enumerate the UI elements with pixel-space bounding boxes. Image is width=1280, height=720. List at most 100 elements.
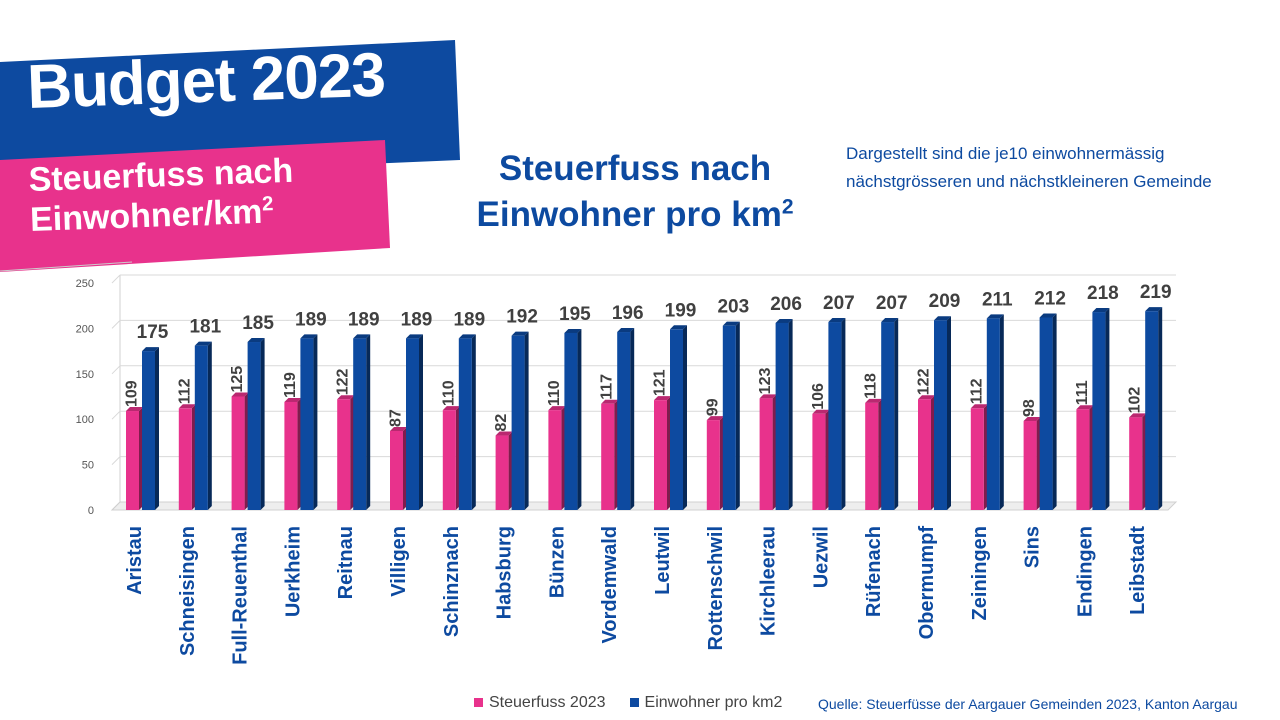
bar-einwohner-side [260, 338, 265, 510]
bar-steuerfuss [865, 402, 879, 510]
bar-einwohner-top [406, 334, 423, 339]
bar-einwohner [406, 338, 419, 510]
legend-label-steuerfuss: Steuerfuss 2023 [489, 694, 606, 711]
bar-einwohner-top [670, 325, 687, 330]
data-label-einwohner: 185 [242, 313, 274, 334]
legend-swatch-steuerfuss [474, 698, 483, 708]
bar-steuerfuss [284, 401, 298, 510]
data-label-einwohner: 175 [137, 322, 169, 343]
bar-steuerfuss-side [508, 431, 513, 510]
data-label-einwohner: 181 [189, 317, 221, 338]
data-label-steuerfuss: 118 [863, 373, 880, 399]
chart-title-line2: Einwohner pro km [476, 195, 782, 234]
x-tick-label: Schneisingen [177, 526, 199, 656]
data-label-einwohner: 189 [348, 309, 380, 330]
data-label-einwohner: 219 [1140, 282, 1172, 303]
y-tick-label: 100 [76, 414, 94, 426]
bar-einwohner [564, 332, 578, 510]
bar-einwohner-side [894, 318, 899, 510]
x-tick-label: Aristau [124, 526, 146, 595]
data-label-steuerfuss: 87 [388, 409, 405, 427]
x-tick-label: Sins [1022, 526, 1044, 568]
chart-title-sup: 2 [781, 195, 794, 219]
bar-steuerfuss [178, 408, 192, 510]
data-label-steuerfuss: 122 [335, 368, 352, 395]
legend-item-einwohner: Einwohner pro km2 [629, 694, 782, 711]
bar-einwohner [300, 338, 314, 510]
bar-steuerfuss-top [178, 404, 196, 409]
bar-einwohner-top [300, 334, 318, 339]
bar-einwohner [458, 338, 472, 510]
bar-einwohner-top [564, 328, 582, 333]
y-tick-label: 200 [76, 323, 94, 335]
note-line1: Dargestellt sind die je10 einwohnermässi… [846, 144, 1165, 163]
data-label-steuerfuss: 121 [652, 369, 669, 396]
x-tick-label: Uerkheim [282, 526, 304, 617]
y-tick-label: 0 [88, 505, 94, 517]
x-tick-label: Uezwil [810, 526, 832, 588]
bar-einwohner [511, 335, 525, 510]
bar-einwohner-top [458, 334, 476, 339]
bar-steuerfuss [337, 399, 351, 510]
bar-einwohner [828, 322, 842, 510]
x-tick-label: Leibstadt [1127, 526, 1149, 615]
data-label-einwohner: 203 [717, 297, 749, 318]
bar-einwohner [934, 320, 947, 510]
bar-steuerfuss [812, 413, 826, 510]
bar-einwohner [353, 338, 367, 510]
data-label-einwohner: 196 [612, 303, 644, 324]
banner-connector [0, 261, 133, 272]
x-tick-label: Vordemwald [599, 526, 621, 643]
bar-einwohner [194, 345, 208, 510]
bar-steuerfuss-top [126, 407, 143, 412]
bar-steuerfuss-top [1129, 413, 1147, 418]
bar-steuerfuss-top [1023, 417, 1041, 422]
bar-einwohner-side [999, 314, 1004, 510]
bar-steuerfuss [601, 403, 615, 510]
bar-steuerfuss-top [495, 431, 513, 436]
x-tick-label: Full-Reuenthal [230, 526, 252, 665]
data-label-einwohner: 209 [929, 291, 961, 312]
bar-einwohner [617, 332, 631, 510]
bar-einwohner-top [247, 338, 265, 343]
data-label-einwohner: 218 [1087, 283, 1119, 304]
bar-einwohner-side [524, 331, 529, 510]
x-tick-label: Schinznach [441, 526, 463, 637]
gridline-side [111, 456, 121, 465]
bar-steuerfuss [1023, 421, 1037, 510]
bar-einwohner [881, 322, 895, 510]
bar-einwohner-top [986, 314, 1004, 319]
bar-steuerfuss-top [284, 397, 302, 402]
bar-einwohner [670, 329, 683, 510]
data-label-einwohner: 189 [453, 309, 485, 330]
bar-einwohner-side [1105, 308, 1110, 510]
legend-item-steuerfuss: Steuerfuss 2023 [474, 694, 606, 711]
bar-steuerfuss [495, 435, 509, 510]
data-label-einwohner: 189 [295, 309, 327, 330]
bar-einwohner [722, 325, 736, 510]
data-label-steuerfuss: 125 [229, 366, 246, 393]
bar-einwohner-side [841, 318, 846, 510]
bar-steuerfuss-top [918, 395, 935, 400]
bar-einwohner-side [313, 334, 318, 510]
side-wall-base [111, 501, 121, 511]
data-label-steuerfuss: 109 [124, 380, 141, 407]
gridline-side [111, 274, 121, 284]
data-label-steuerfuss: 110 [546, 380, 563, 406]
bar-steuerfuss [970, 408, 984, 510]
x-tick-label: Rüfenach [863, 526, 885, 617]
x-tick-label: Villigen [388, 526, 410, 597]
gridline-side [111, 410, 121, 420]
bar-einwohner-side [419, 334, 423, 510]
bar-einwohner [1039, 317, 1053, 510]
x-tick-label: Leutwil [652, 526, 674, 595]
bar-steuerfuss-top [759, 394, 777, 399]
bar-einwohner [247, 342, 261, 510]
x-tick-label: Reitnau [335, 526, 357, 599]
bar-steuerfuss-top [970, 404, 988, 409]
data-label-steuerfuss: 117 [599, 374, 616, 400]
bar-einwohner-side [471, 334, 476, 510]
data-label-einwohner: 207 [823, 293, 855, 314]
data-label-steuerfuss: 98 [1021, 399, 1038, 417]
